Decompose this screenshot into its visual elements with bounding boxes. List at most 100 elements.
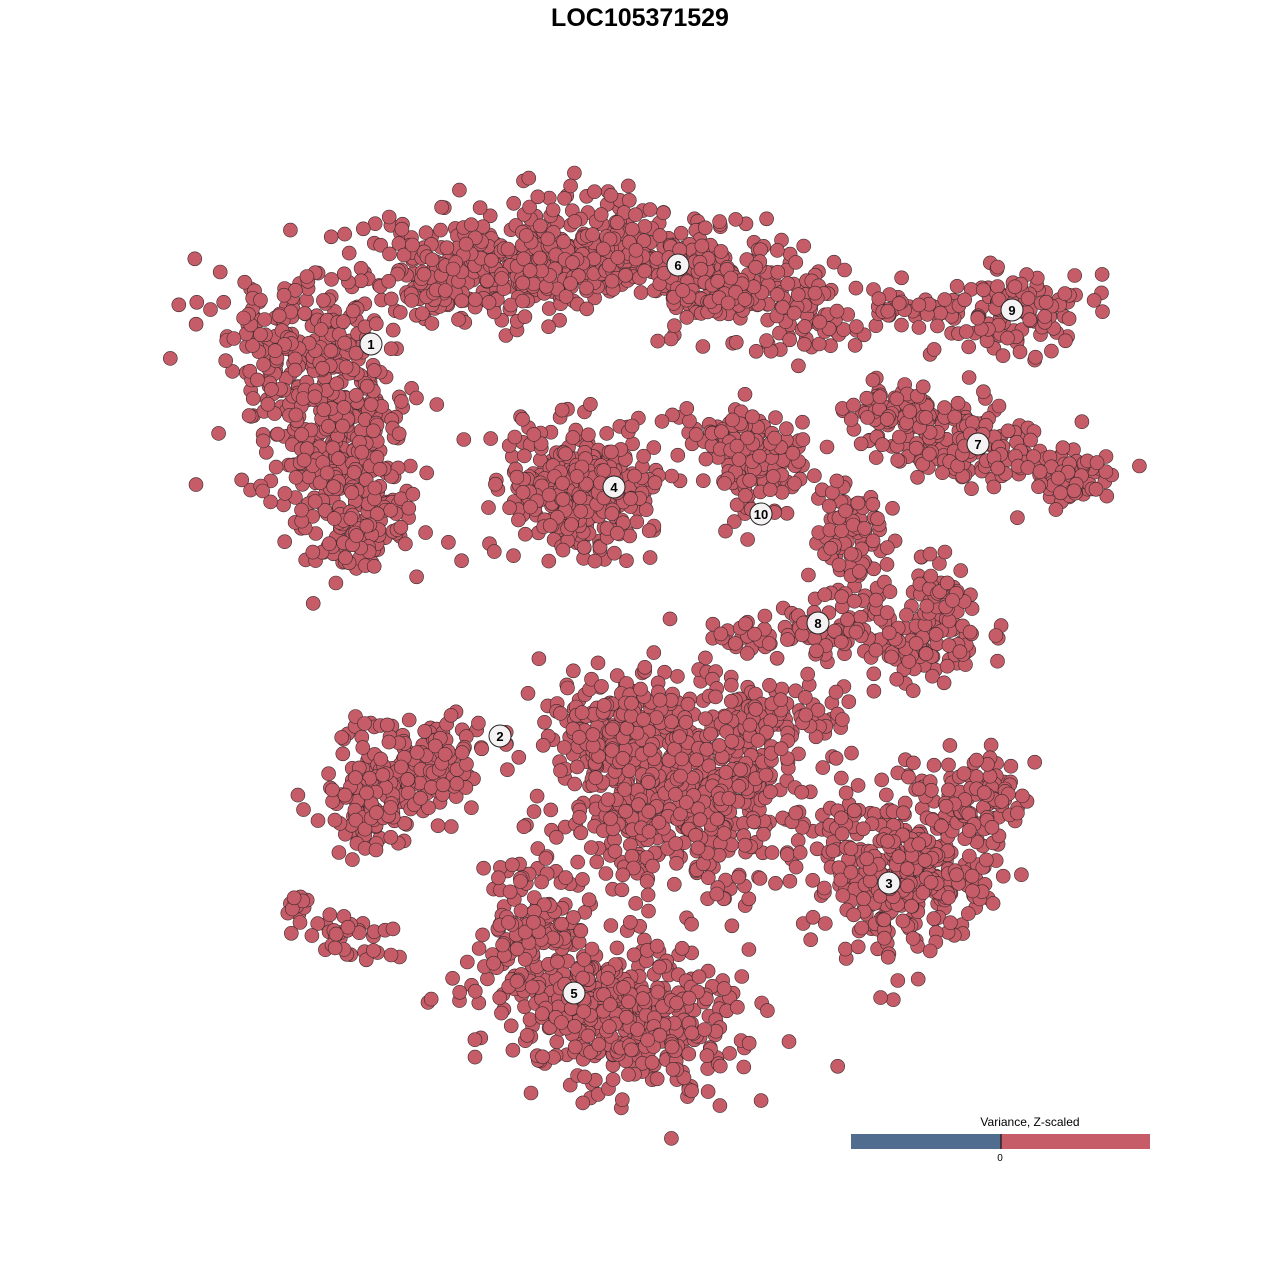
data-point bbox=[576, 1004, 592, 1019]
data-point bbox=[894, 317, 909, 333]
data-point bbox=[328, 575, 344, 591]
data-point bbox=[624, 1042, 639, 1058]
data-point bbox=[885, 500, 900, 516]
data-point bbox=[768, 410, 783, 426]
data-point bbox=[585, 727, 601, 743]
data-point bbox=[315, 360, 330, 376]
data-point bbox=[908, 636, 924, 651]
data-point bbox=[649, 251, 665, 266]
data-point bbox=[556, 740, 572, 755]
data-point bbox=[688, 427, 704, 442]
data-point bbox=[467, 292, 483, 307]
data-point bbox=[237, 274, 252, 290]
data-point bbox=[774, 484, 790, 500]
data-point bbox=[786, 305, 802, 321]
data-point bbox=[348, 387, 364, 403]
data-point bbox=[969, 769, 984, 784]
data-point bbox=[441, 534, 456, 550]
data-point bbox=[513, 874, 528, 889]
data-point bbox=[905, 683, 921, 699]
data-point bbox=[672, 729, 687, 745]
data-point bbox=[647, 475, 663, 491]
data-point bbox=[859, 390, 875, 406]
data-point bbox=[383, 947, 399, 963]
data-point bbox=[628, 242, 644, 258]
data-point bbox=[728, 334, 744, 350]
data-point bbox=[890, 973, 906, 988]
data-point bbox=[400, 772, 416, 787]
data-point bbox=[366, 558, 382, 574]
data-point bbox=[574, 705, 590, 720]
data-point bbox=[664, 468, 680, 484]
data-point bbox=[583, 840, 599, 855]
data-point bbox=[880, 303, 896, 319]
data-point bbox=[392, 305, 408, 320]
data-point bbox=[919, 598, 935, 614]
data-point bbox=[581, 892, 597, 908]
data-point bbox=[1044, 343, 1059, 359]
data-point bbox=[889, 671, 905, 687]
data-point bbox=[554, 1015, 569, 1030]
data-point bbox=[752, 448, 767, 464]
data-point bbox=[995, 868, 1011, 884]
data-point bbox=[615, 751, 631, 766]
data-point bbox=[990, 259, 1005, 275]
data-point bbox=[637, 659, 653, 675]
data-point bbox=[451, 312, 466, 327]
data-point bbox=[674, 940, 690, 956]
data-point bbox=[941, 890, 956, 905]
data-point bbox=[353, 273, 369, 289]
data-point bbox=[383, 800, 398, 815]
data-point bbox=[846, 803, 862, 819]
data-point bbox=[923, 568, 939, 584]
data-point bbox=[669, 855, 684, 871]
data-point bbox=[327, 812, 343, 828]
data-point bbox=[829, 303, 845, 319]
data-point bbox=[922, 546, 938, 562]
data-point bbox=[526, 914, 541, 930]
data-point bbox=[780, 276, 796, 291]
data-point bbox=[866, 666, 882, 682]
data-point bbox=[502, 500, 517, 516]
data-point bbox=[366, 943, 381, 958]
data-point bbox=[587, 184, 602, 199]
data-point bbox=[373, 751, 389, 767]
data-point bbox=[819, 439, 835, 455]
data-point bbox=[494, 1005, 509, 1021]
data-point bbox=[338, 550, 353, 566]
data-point bbox=[769, 650, 785, 666]
data-point bbox=[868, 592, 884, 608]
data-point bbox=[856, 891, 871, 907]
data-point bbox=[752, 871, 768, 886]
data-point bbox=[623, 708, 639, 724]
data-point bbox=[882, 584, 898, 600]
data-point bbox=[299, 269, 315, 284]
data-point bbox=[736, 1059, 752, 1075]
data-point bbox=[795, 432, 811, 447]
data-point bbox=[337, 787, 353, 803]
data-point bbox=[335, 314, 351, 329]
data-point bbox=[731, 778, 747, 794]
data-point bbox=[452, 984, 468, 1000]
data-point bbox=[474, 741, 490, 757]
data-point bbox=[850, 778, 866, 793]
data-point bbox=[599, 426, 615, 441]
data-point bbox=[641, 804, 657, 819]
data-point bbox=[245, 391, 261, 406]
data-point bbox=[664, 1039, 680, 1055]
data-point bbox=[990, 279, 1005, 294]
data-point bbox=[876, 930, 892, 946]
data-point bbox=[346, 465, 362, 480]
data-point bbox=[541, 553, 557, 569]
data-point bbox=[603, 918, 619, 933]
data-point bbox=[348, 770, 363, 786]
data-point bbox=[904, 898, 919, 914]
data-point bbox=[728, 636, 743, 651]
data-point bbox=[253, 327, 268, 342]
data-point bbox=[950, 395, 966, 411]
data-point bbox=[664, 1131, 679, 1146]
data-point bbox=[964, 481, 979, 497]
data-point bbox=[652, 959, 667, 975]
data-point bbox=[807, 468, 822, 484]
data-point bbox=[684, 1025, 700, 1041]
